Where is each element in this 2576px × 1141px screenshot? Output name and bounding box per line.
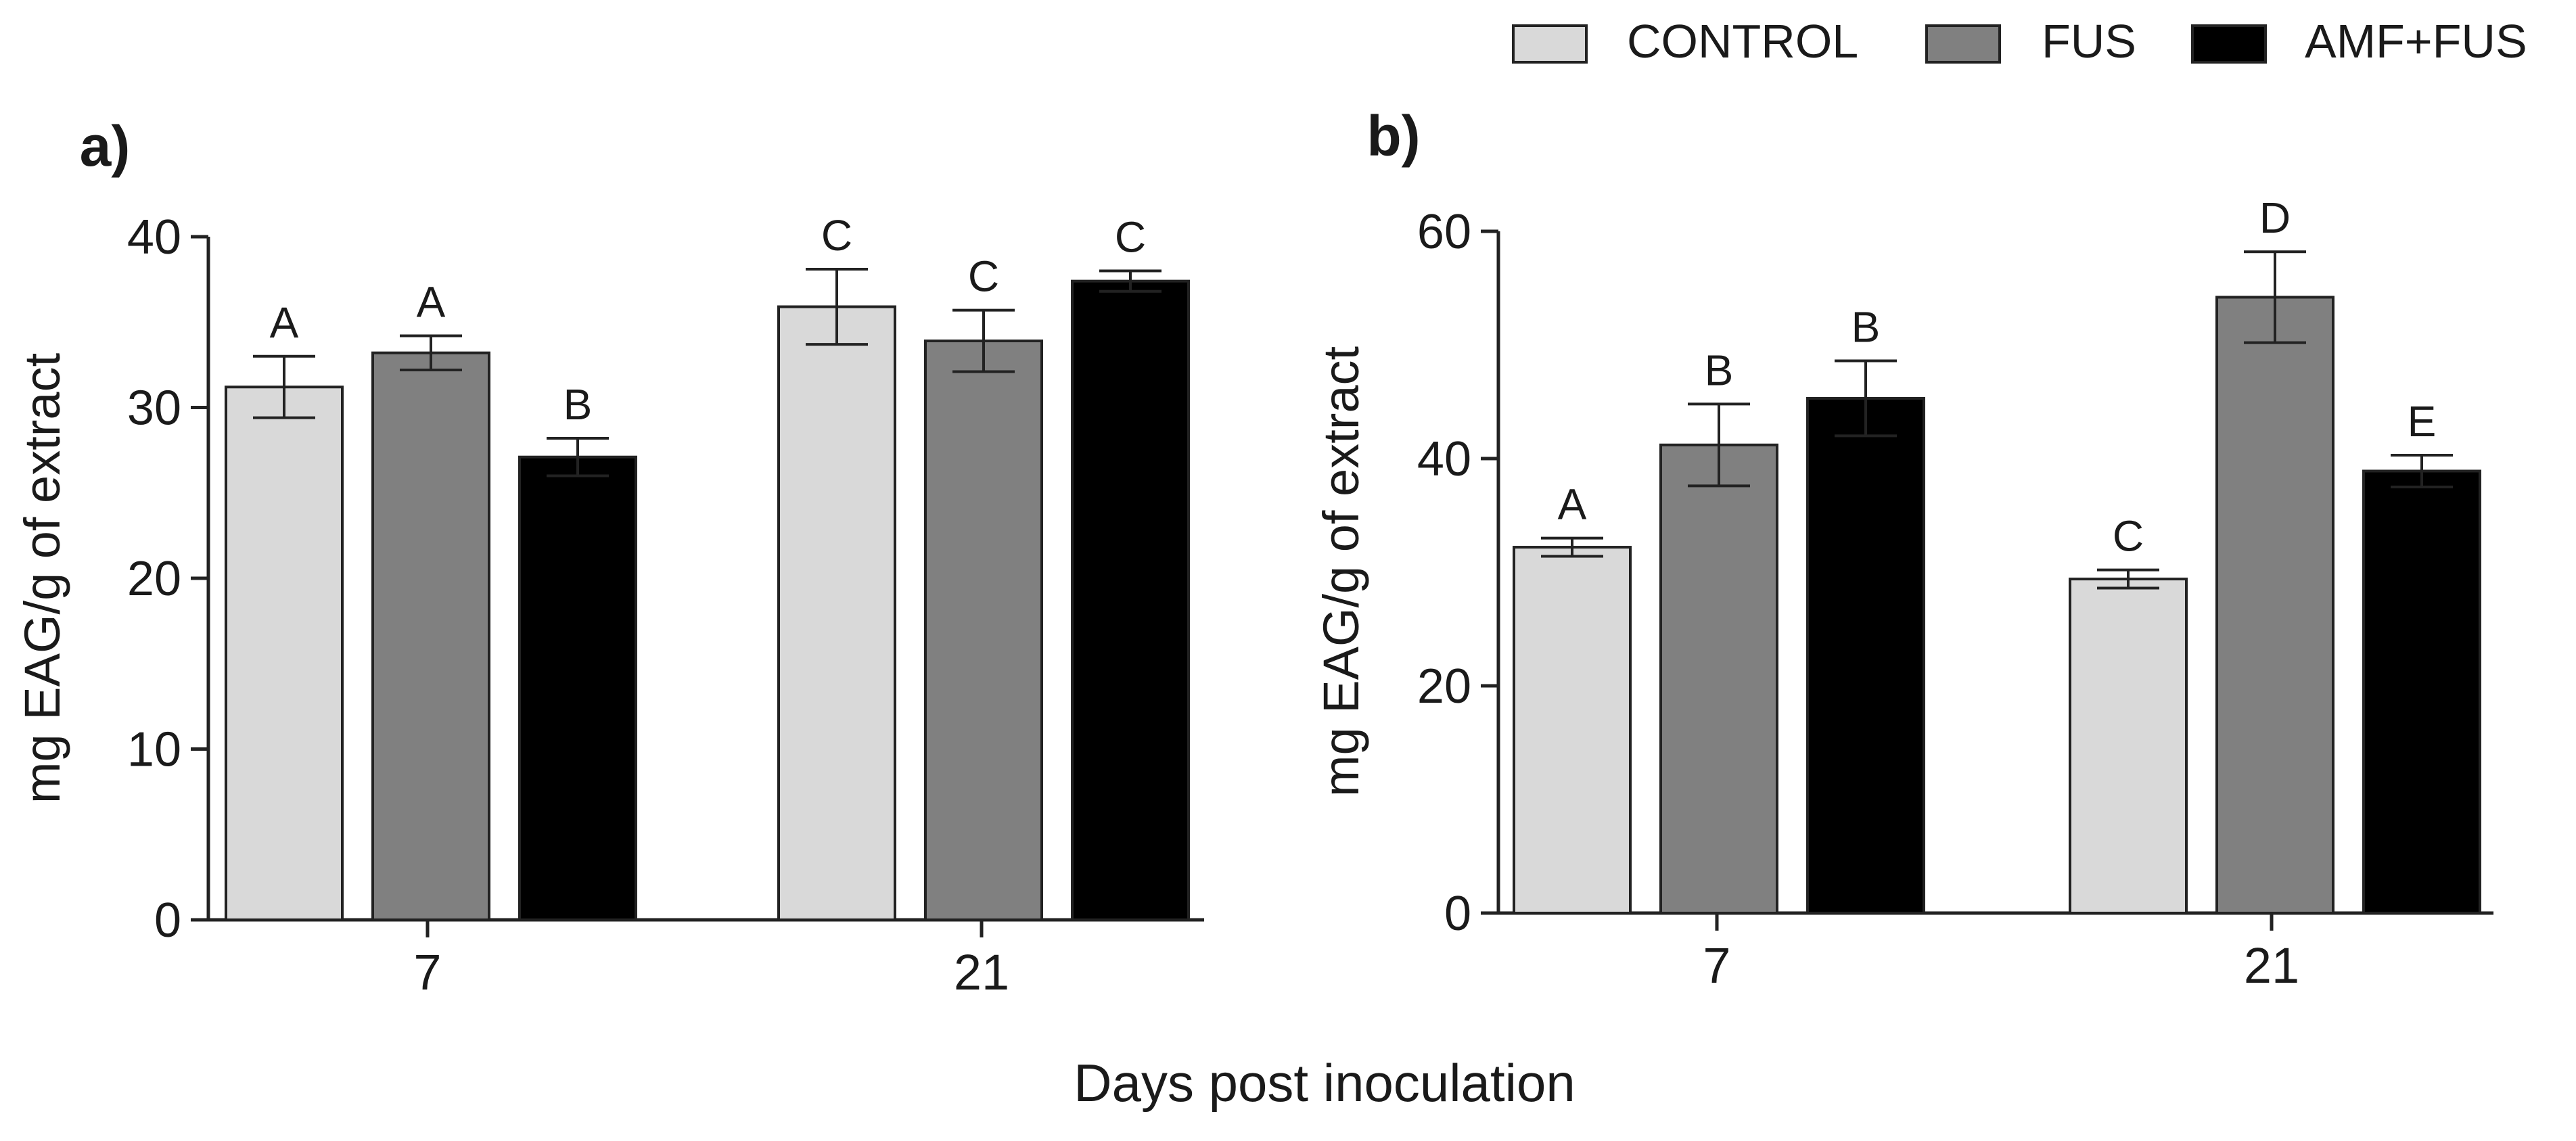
y-tick-label: 40 xyxy=(1417,432,1471,486)
x-tick-label: 7 xyxy=(1703,937,1730,994)
bar-fus-day-21 xyxy=(924,340,1043,921)
panel-label: b) xyxy=(1366,104,1420,168)
y-tick-label: 0 xyxy=(154,893,181,948)
panel-b: b) mg EAG/g of extract 0 20 40 60 7 21 A C B D B E xyxy=(1313,104,2493,994)
bar-amf-fus-day-7 xyxy=(518,455,637,921)
legend-swatch-amf-fus xyxy=(2191,24,2267,64)
significance-letter: A xyxy=(417,277,446,326)
x-tick-label: 7 xyxy=(413,944,441,1000)
bar-control-day-21 xyxy=(2069,578,2188,915)
y-tick-label: 0 xyxy=(1444,887,1471,941)
significance-letter: A xyxy=(270,298,299,347)
significance-letter: B xyxy=(1705,346,1734,394)
legend: CONTROL FUS AMF+FUS xyxy=(1512,15,2527,68)
y-tick-label: 20 xyxy=(1417,659,1471,714)
y-tick-label: 20 xyxy=(127,552,181,606)
x-tick-label: 21 xyxy=(2244,937,2299,994)
bar-control-day-21 xyxy=(777,305,896,921)
significance-letter: D xyxy=(2259,193,2291,242)
bar-amf-fus-day-21 xyxy=(1071,279,1190,921)
legend-label: FUS xyxy=(2042,15,2136,68)
y-axis-title: mg EAG/g of extract xyxy=(1313,346,1369,797)
y-tick-label: 60 xyxy=(1417,205,1471,259)
x-axis-title: Days post inoculation xyxy=(1074,1053,1575,1113)
bar-fus-day-21 xyxy=(2215,296,2334,914)
significance-letter: C xyxy=(968,252,999,301)
y-axis-title: mg EAG/g of extract xyxy=(14,352,70,804)
legend-label: CONTROL xyxy=(1627,15,1858,68)
legend-label: AMF+FUS xyxy=(2305,15,2527,68)
x-tick-label: 21 xyxy=(954,944,1009,1000)
panel-label: a) xyxy=(80,114,131,178)
bar-amf-fus-day-7 xyxy=(1806,396,1925,914)
significance-letter: C xyxy=(1115,213,1146,262)
y-tick-label: 30 xyxy=(127,381,181,436)
y-tick-label: 10 xyxy=(127,723,181,777)
legend-swatch-control xyxy=(1512,24,1588,64)
significance-letter: B xyxy=(564,380,593,429)
y-tick-label: 40 xyxy=(127,210,181,264)
bar-control-day-7 xyxy=(1513,546,1632,914)
panel-a: a) mg EAG/g of extract 0 10 20 30 40 7 21 A C A C B C xyxy=(14,114,1204,1000)
significance-letter: B xyxy=(1852,303,1881,352)
bar-fus-day-7 xyxy=(1659,443,1778,914)
bar-amf-fus-day-21 xyxy=(2362,469,2481,914)
significance-letter: A xyxy=(1558,480,1587,529)
significance-letter: C xyxy=(2113,512,2144,561)
significance-letter: E xyxy=(2408,397,2437,446)
legend-swatch-fus xyxy=(1925,24,2001,64)
significance-letter: C xyxy=(821,211,852,260)
bar-fus-day-7 xyxy=(371,351,490,921)
bar-control-day-7 xyxy=(225,386,344,921)
